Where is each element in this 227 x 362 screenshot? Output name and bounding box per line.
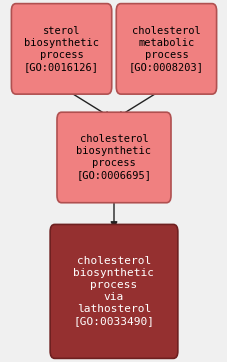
Text: cholesterol
metabolic
process
[GO:0008203]: cholesterol metabolic process [GO:000820… bbox=[128, 26, 203, 72]
FancyBboxPatch shape bbox=[11, 4, 111, 94]
FancyBboxPatch shape bbox=[116, 4, 216, 94]
Text: cholesterol
biosynthetic
process
via
lathosterol
[GO:0033490]: cholesterol biosynthetic process via lat… bbox=[73, 256, 154, 327]
Text: cholesterol
biosynthetic
process
[GO:0006695]: cholesterol biosynthetic process [GO:000… bbox=[76, 134, 151, 181]
FancyBboxPatch shape bbox=[50, 224, 177, 358]
FancyBboxPatch shape bbox=[57, 112, 170, 203]
Text: sterol
biosynthetic
process
[GO:0016126]: sterol biosynthetic process [GO:0016126] bbox=[24, 26, 99, 72]
